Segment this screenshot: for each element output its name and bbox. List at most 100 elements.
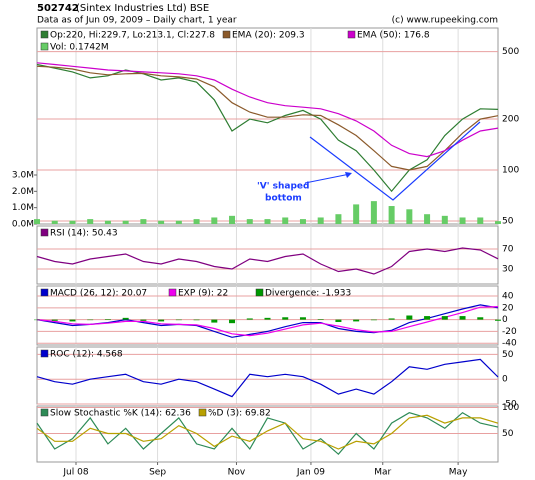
credit: (c) www.rupeeking.com: [392, 16, 498, 26]
bar: [299, 219, 306, 224]
legend-label: EMA (20): 209.3: [232, 31, 305, 41]
arrow-head: [345, 172, 352, 178]
legend-swatch: [40, 228, 49, 237]
y2-tick-label: 3.0M: [12, 171, 34, 181]
legend-label: ROC (12): 4.568: [50, 350, 123, 360]
legend-swatch: [347, 30, 356, 39]
y-tick-label: 50: [502, 429, 514, 439]
x-tick-label: Mar: [374, 468, 391, 478]
bar: [459, 217, 466, 224]
bar: [87, 219, 94, 224]
bar: [495, 319, 501, 321]
company-name: (Sintex Industries Ltd) BSE: [76, 3, 209, 14]
bar: [424, 316, 431, 320]
y2-tick-label: 1.0M: [12, 203, 34, 213]
bar: [353, 319, 360, 322]
bar: [104, 319, 111, 320]
legend-label: RSI (14): 50.43: [50, 229, 118, 239]
bar: [175, 319, 182, 321]
bar: [370, 201, 377, 224]
y2-tick-label: 0.0M: [12, 220, 34, 230]
bar: [193, 319, 200, 321]
y-tick-label: 20: [502, 303, 514, 313]
y-tick-label: 30: [502, 265, 514, 275]
series-line: [36, 414, 499, 450]
annotation-arrow: [304, 173, 351, 184]
legend-swatch: [255, 288, 264, 297]
bar: [388, 206, 395, 224]
series-line: [36, 304, 499, 338]
y-tick-label: -20: [502, 327, 517, 337]
bar: [211, 319, 218, 323]
bar: [477, 317, 484, 320]
legend-swatch: [168, 288, 177, 297]
bar: [34, 219, 40, 224]
legend-swatch: [40, 30, 49, 39]
y-tick-label: 100: [502, 403, 519, 413]
subtitle: Data as of Jun 09, 2009 – Daily chart, 1…: [37, 16, 237, 26]
bar: [87, 319, 94, 321]
bar: [441, 215, 448, 224]
symbol: 502742: [37, 3, 79, 14]
v-bottom-annotation: 'V' shaped bottom: [257, 121, 481, 204]
bar: [388, 318, 395, 320]
bar: [282, 217, 289, 224]
legend-label: Slow Stochastic %K (14): 62.36: [50, 409, 191, 419]
bar: [406, 315, 413, 320]
y-tick-label: 100: [502, 166, 519, 176]
bar: [317, 319, 324, 320]
bar: [69, 220, 76, 224]
bar: [264, 219, 271, 224]
legend-swatch: [40, 349, 49, 358]
x-tick-label: May: [449, 468, 468, 478]
bar: [495, 221, 501, 224]
series-line: [36, 65, 499, 171]
bar: [335, 319, 342, 322]
legend-swatch: [40, 42, 49, 51]
bar: [140, 219, 147, 224]
bar: [246, 318, 253, 320]
bar: [477, 217, 484, 224]
y-tick-label: 50: [502, 216, 514, 226]
legend-label: Vol: 0.1742M: [50, 43, 109, 53]
y2-tick-label: 2.0M: [12, 187, 34, 197]
legend-label: EMA (50): 176.8: [357, 31, 430, 41]
series-line: [36, 358, 499, 398]
x-tick-label: Jan 09: [296, 468, 325, 478]
bar: [158, 220, 165, 224]
bar: [122, 220, 129, 224]
annotation: 'V' shaped: [257, 182, 309, 192]
bar: [229, 215, 236, 224]
y-tick-label: 40: [502, 292, 514, 302]
series-line: [36, 62, 499, 158]
bar: [122, 317, 129, 320]
bar: [158, 319, 165, 322]
y-tick-label: 0: [502, 375, 508, 385]
y-tick-label: 200: [502, 115, 519, 125]
bar: [264, 317, 271, 320]
series-line: [36, 306, 499, 337]
x-tick-label: Jul 08: [62, 468, 88, 478]
bar: [353, 204, 360, 224]
bar: [441, 316, 448, 320]
y-tick-label: 0: [502, 315, 508, 325]
x-tick-label: Nov: [228, 468, 246, 478]
legend-swatch: [40, 288, 49, 297]
legend-swatch: [40, 408, 49, 417]
v-trendline: [309, 121, 481, 201]
y-tick-label: 500: [502, 47, 519, 57]
bar: [51, 319, 58, 321]
panel-frame: [36, 225, 499, 285]
bar: [282, 317, 289, 320]
bar: [69, 319, 76, 322]
bar: [406, 209, 413, 224]
legend-label: Divergence: -1.933: [265, 289, 351, 299]
y-tick-label: -50: [502, 400, 517, 410]
legend-swatch: [222, 30, 231, 39]
y-tick-label: -40: [502, 339, 517, 349]
y-tick-label: 70: [502, 245, 514, 255]
bar: [246, 219, 253, 224]
bar: [229, 319, 236, 324]
panel-frame: [36, 27, 499, 225]
